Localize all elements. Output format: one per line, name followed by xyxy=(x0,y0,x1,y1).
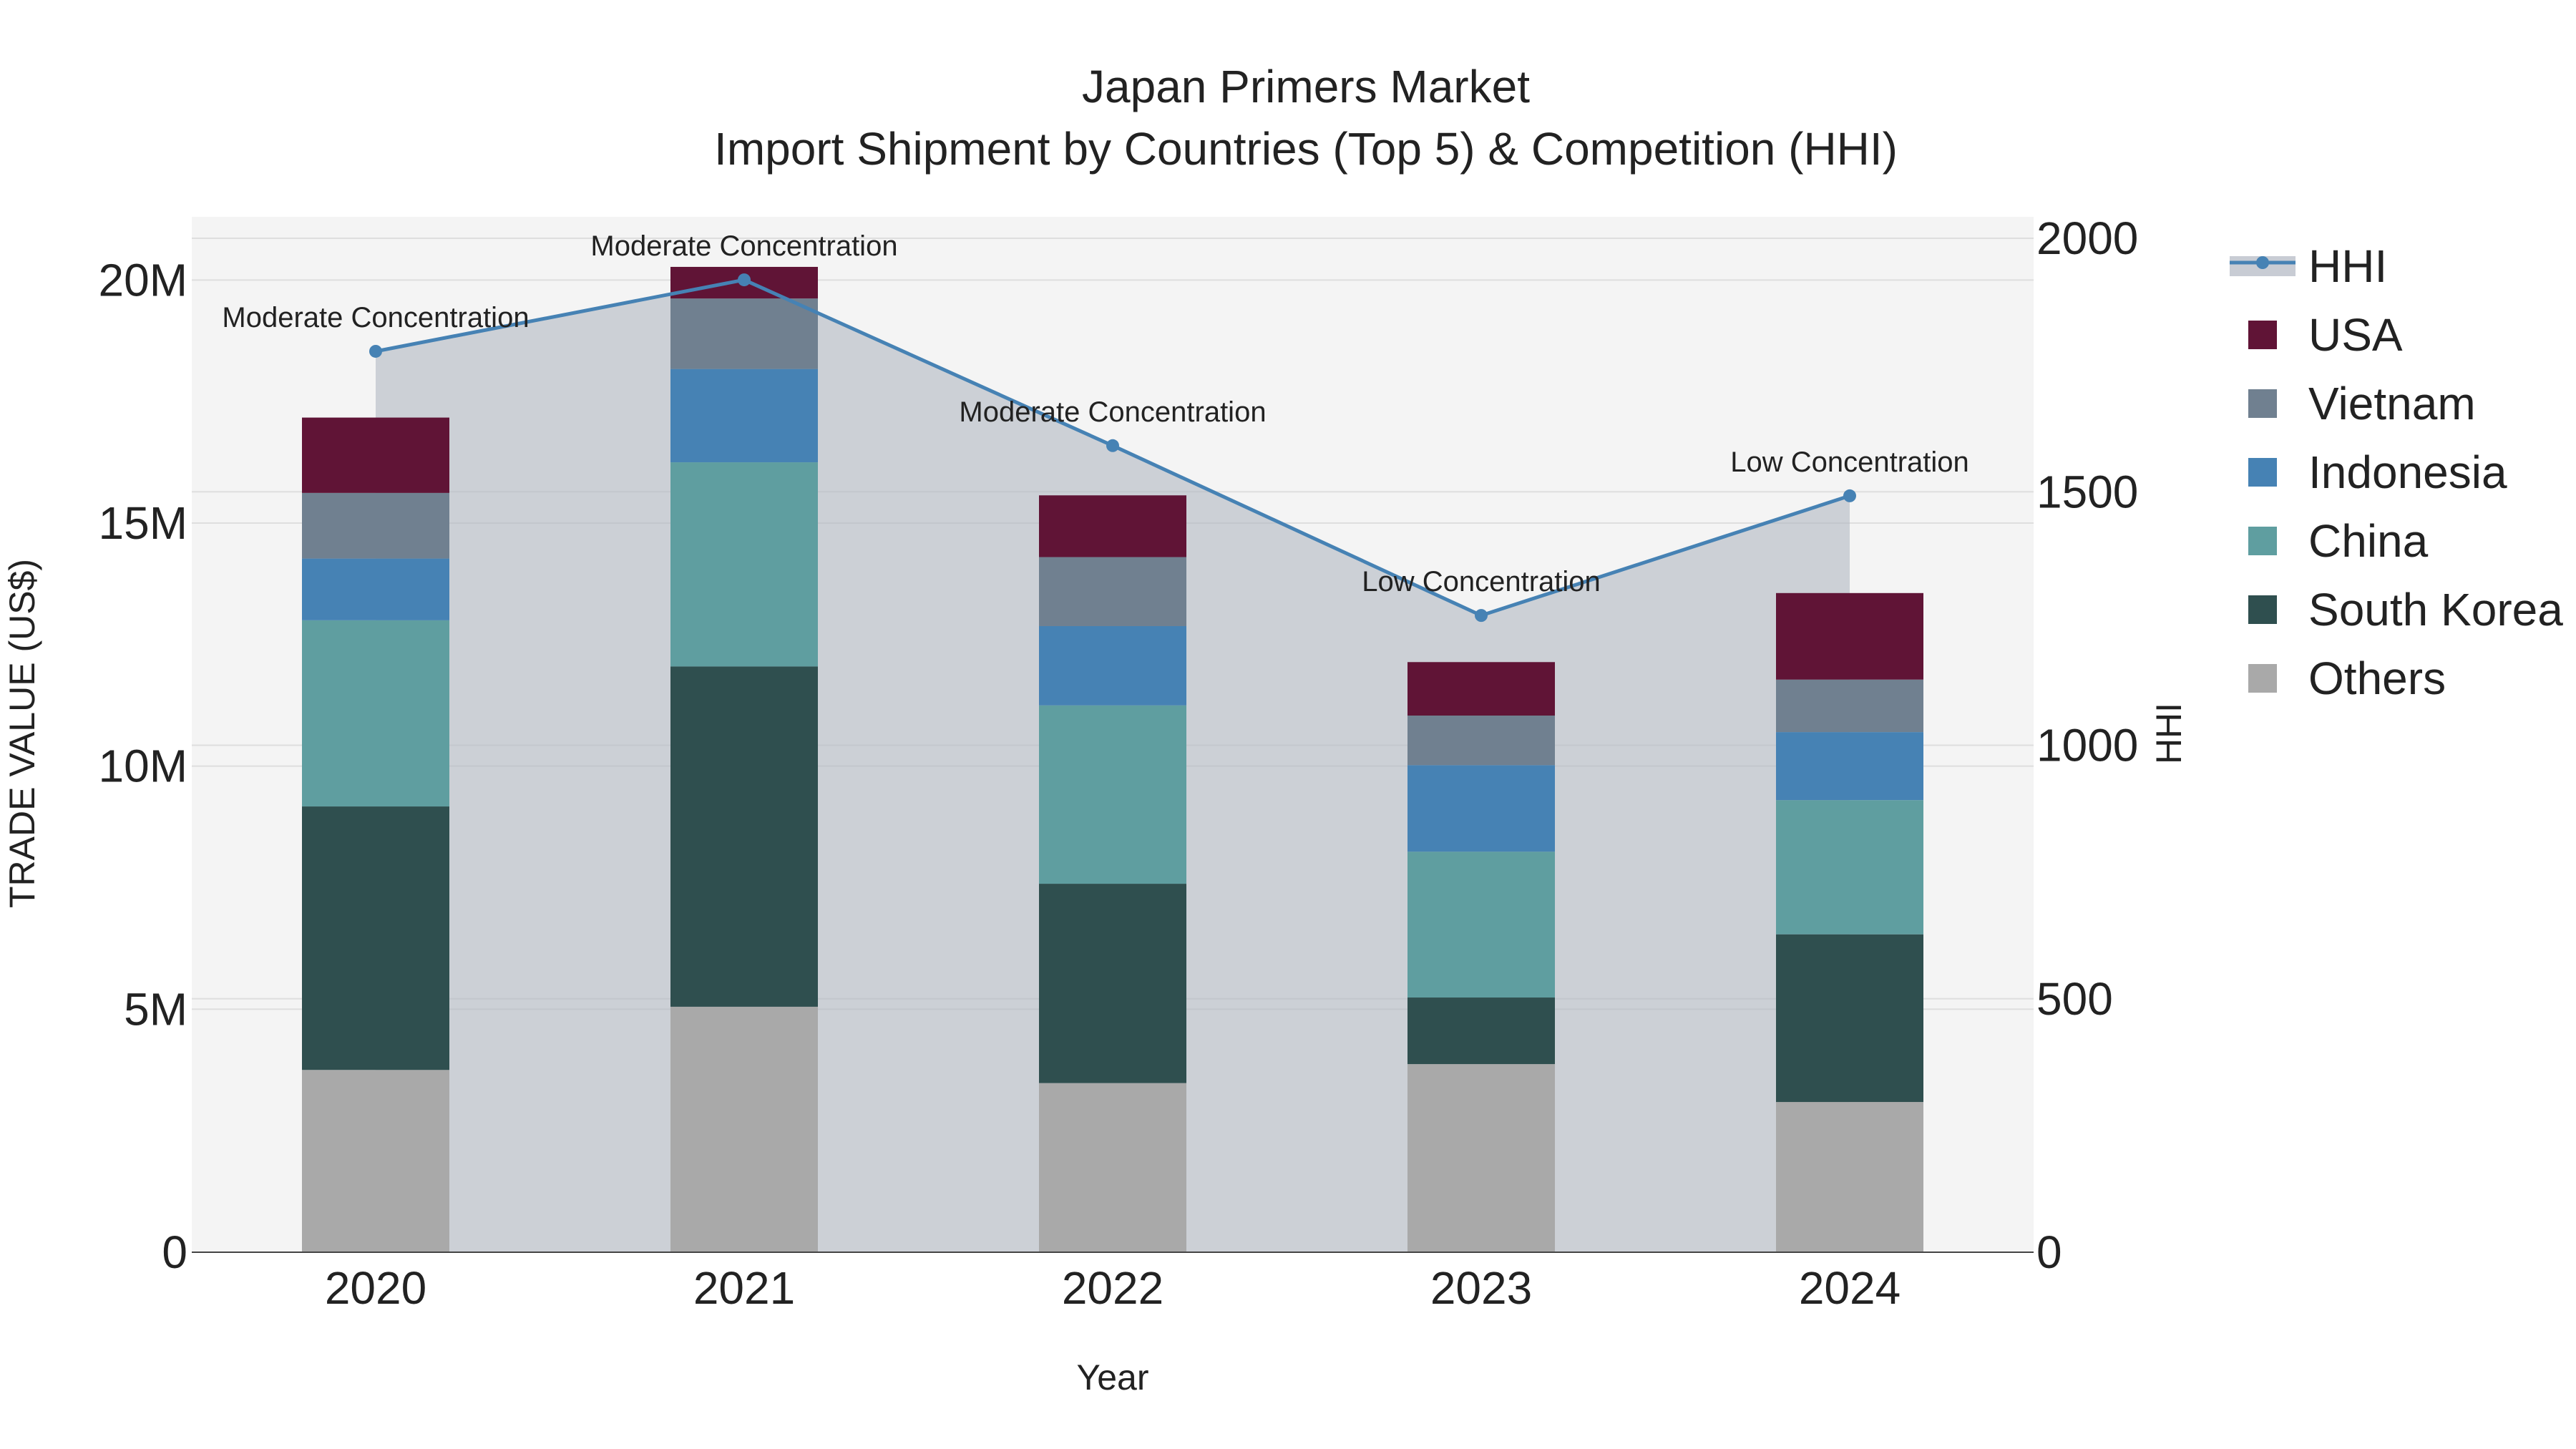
bar-vietnam-2020 xyxy=(302,492,449,559)
y2-tick-label: 1500 xyxy=(2036,466,2138,517)
y-axis-title: TRADE VALUE (US$) xyxy=(2,559,42,908)
legend-swatch-usa xyxy=(2248,321,2277,349)
legend-label-south-korea: South Korea xyxy=(2308,584,2563,635)
legend-label-usa: USA xyxy=(2308,309,2403,361)
x-tick-label: 2022 xyxy=(1062,1262,1163,1314)
bar-indonesia-2020 xyxy=(302,558,449,620)
hhi-point-2023 xyxy=(1475,609,1488,623)
y-tick-label: 20M xyxy=(99,254,188,306)
bar-china-2021 xyxy=(670,462,818,667)
x-axis-title: Year xyxy=(1076,1357,1148,1397)
legend-label-indonesia: Indonesia xyxy=(2308,447,2507,498)
bar-vietnam-2023 xyxy=(1407,716,1555,766)
hhi-annotation-2020: Moderate Concentration xyxy=(222,302,529,333)
y2-tick-label: 0 xyxy=(2036,1226,2062,1278)
bar-others-2021 xyxy=(670,1006,818,1252)
legend-label-china: China xyxy=(2308,515,2429,567)
legend-label-vietnam: Vietnam xyxy=(2308,378,2476,429)
y-axis-ticks: 0 5M 10M 15M 20M xyxy=(99,254,188,1278)
y-tick-label: 15M xyxy=(99,497,188,549)
bars xyxy=(302,266,1923,1252)
y2-tick-label: 500 xyxy=(2036,973,2113,1025)
bar-usa-2024 xyxy=(1776,592,1923,680)
chart-subtitle: Import Shipment by Countries (Top 5) & C… xyxy=(714,123,1898,175)
bar-vietnam-2021 xyxy=(670,298,818,369)
hhi-annotation-2024: Low Concentration xyxy=(1730,447,1969,478)
bar-others-2023 xyxy=(1407,1064,1555,1252)
legend: HHI USA Vietnam Indonesia China South Korea Ot… xyxy=(2230,240,2563,704)
bar-south-korea-2023 xyxy=(1407,997,1555,1065)
legend-swatch-china xyxy=(2248,527,2277,555)
chart-title: Japan Primers Market xyxy=(1082,61,1530,112)
hhi-line xyxy=(369,273,1856,623)
bar-south-korea-2021 xyxy=(670,666,818,1007)
bar-usa-2020 xyxy=(302,417,449,493)
hhi-point-2020 xyxy=(369,344,382,358)
legend-swatch-indonesia xyxy=(2248,458,2277,487)
bar-usa-2023 xyxy=(1407,662,1555,716)
y-tick-label: 0 xyxy=(162,1226,187,1278)
bar-indonesia-2024 xyxy=(1776,732,1923,801)
y-tick-label: 5M xyxy=(124,983,187,1035)
y-tick-label: 10M xyxy=(99,741,188,792)
hhi-point-2024 xyxy=(1843,489,1856,502)
x-tick-label: 2020 xyxy=(325,1262,426,1314)
y2-tick-label: 2000 xyxy=(2036,213,2138,264)
bar-indonesia-2021 xyxy=(670,369,818,463)
bar-south-korea-2024 xyxy=(1776,934,1923,1103)
bar-vietnam-2024 xyxy=(1776,679,1923,733)
x-tick-label: 2023 xyxy=(1430,1262,1532,1314)
legend-label-others: Others xyxy=(2308,653,2446,704)
x-axis-ticks: 2020 2021 2022 2023 2024 xyxy=(325,1262,1901,1314)
x-tick-label: 2024 xyxy=(1799,1262,1901,1314)
bar-others-2024 xyxy=(1776,1102,1923,1252)
x-tick-label: 2021 xyxy=(693,1262,795,1314)
legend-swatch-vietnam xyxy=(2248,389,2277,418)
bar-indonesia-2022 xyxy=(1039,626,1186,706)
hhi-point-2021 xyxy=(738,273,751,287)
bar-indonesia-2023 xyxy=(1407,765,1555,852)
bar-south-korea-2020 xyxy=(302,806,449,1070)
y2-tick-label: 1000 xyxy=(2036,720,2138,771)
bar-china-2024 xyxy=(1776,800,1923,935)
bar-vietnam-2022 xyxy=(1039,557,1186,627)
legend-swatch-others xyxy=(2248,664,2277,693)
bar-china-2020 xyxy=(302,620,449,807)
legend-label-hhi: HHI xyxy=(2308,240,2387,292)
bar-usa-2022 xyxy=(1039,495,1186,557)
y2-axis-ticks: 0 500 1000 1500 2000 xyxy=(2036,213,2138,1278)
bar-china-2022 xyxy=(1039,705,1186,884)
bar-others-2020 xyxy=(302,1070,449,1252)
legend-hhi-marker xyxy=(2256,256,2269,269)
hhi-annotation-2023: Low Concentration xyxy=(1362,566,1601,597)
bar-south-korea-2022 xyxy=(1039,884,1186,1083)
hhi-annotation-2022: Moderate Concentration xyxy=(959,396,1266,428)
hhi-annotations: Moderate Concentration Moderate Concentra… xyxy=(222,230,1968,597)
hhi-annotation-2021: Moderate Concentration xyxy=(590,230,897,262)
legend-swatch-south-korea xyxy=(2248,595,2277,624)
hhi-point-2022 xyxy=(1106,439,1119,452)
bar-china-2023 xyxy=(1407,852,1555,998)
y2-axis-title: HHI xyxy=(2149,703,2189,764)
bar-others-2022 xyxy=(1039,1083,1186,1252)
